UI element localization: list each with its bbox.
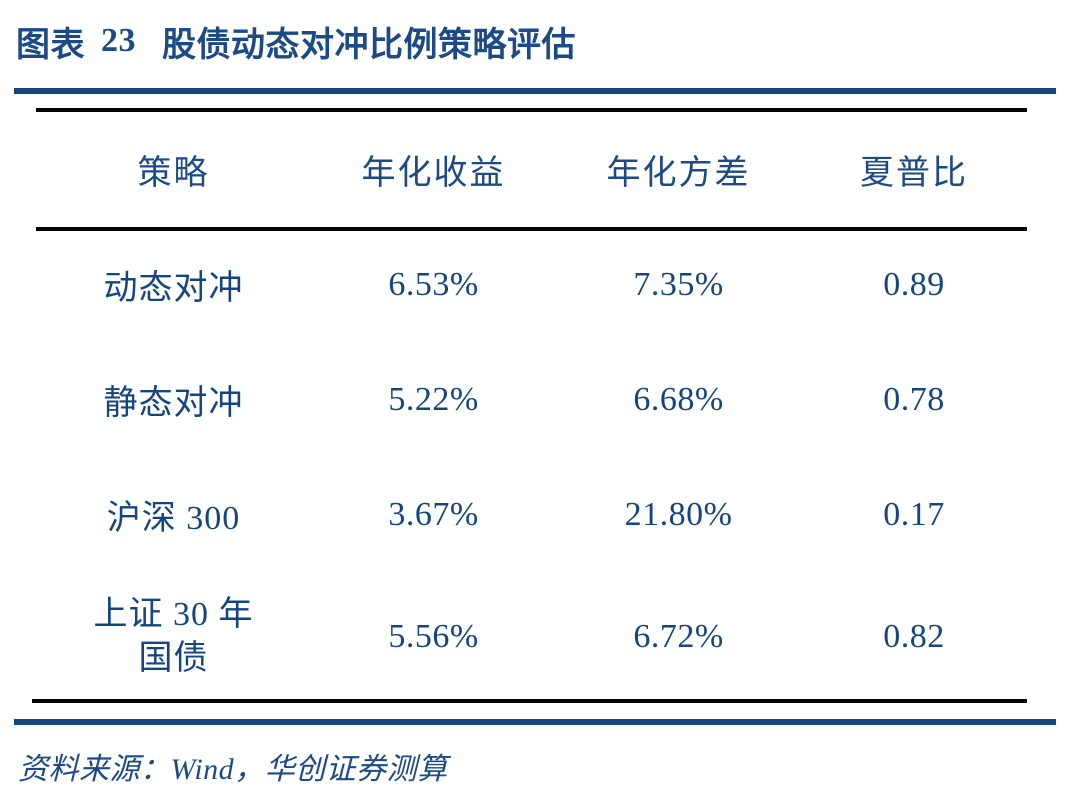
figure-title-text: 股债动态对冲比例策略评估 [162,26,576,64]
column-header-annual-variance: 年化方差 [606,155,751,192]
source-note: 资料来源：Wind，华创证券测算 [18,753,448,786]
cell-annual-variance: 6.68% [633,380,724,418]
cell-strategy: 上证 30 年 国债 [36,572,311,702]
strategy-evaluation-table: 策略 年化收益 年化方差 夏普比 动态对冲 6.53% 7.35% 0.89 静… [36,112,1027,702]
table-top-rule [36,108,1027,112]
cell-annual-return: 5.56% [388,618,479,655]
cell-annual-variance: 7.35% [633,265,724,303]
table-header: 策略 年化收益 年化方差 夏普比 [36,112,1027,227]
table-bottom-rule [32,699,1027,703]
cell-strategy-line-2: 国债 [138,640,209,677]
cell-annual-return: 6.53% [388,265,479,303]
cell-strategy: 静态对冲 [103,385,244,422]
cell-sharpe: 0.17 [883,495,945,533]
cell-annual-return: 5.22% [388,380,479,418]
table-row: 动态对冲 6.53% 7.35% 0.89 [36,227,1027,342]
figure-title: 图表 23 股债动态对冲比例策略评估 [16,16,1056,66]
column-header-annual-return: 年化收益 [361,155,506,192]
cell-sharpe: 0.82 [883,618,945,655]
table-row: 静态对冲 5.22% 6.68% 0.78 [36,342,1027,457]
cell-annual-return: 3.67% [388,495,479,533]
table-body: 动态对冲 6.53% 7.35% 0.89 静态对冲 5.22% 6.68% 0… [36,227,1027,702]
cell-strategy: 沪深 300 [106,500,241,537]
source-separator-rule [14,719,1056,725]
figure-label: 图表 [16,26,85,64]
table-row: 上证 30 年 国债 5.56% 6.72% 0.82 [36,572,1027,702]
column-header-strategy: 策略 [137,155,210,192]
title-underline-rule [14,88,1056,94]
cell-annual-variance: 6.72% [633,618,724,655]
cell-strategy-line-1: 上证 30 年 [93,596,254,634]
figure-number: 23 [101,22,136,59]
cell-annual-variance: 21.80% [624,495,733,533]
table-row: 沪深 300 3.67% 21.80% 0.17 [36,457,1027,572]
table-header-separator-rule [36,227,1027,231]
cell-sharpe: 0.78 [883,380,945,418]
column-header-sharpe: 夏普比 [860,155,968,192]
cell-sharpe: 0.89 [883,265,945,303]
cell-strategy: 动态对冲 [103,270,244,307]
table-header-row: 策略 年化收益 年化方差 夏普比 [36,112,1027,227]
